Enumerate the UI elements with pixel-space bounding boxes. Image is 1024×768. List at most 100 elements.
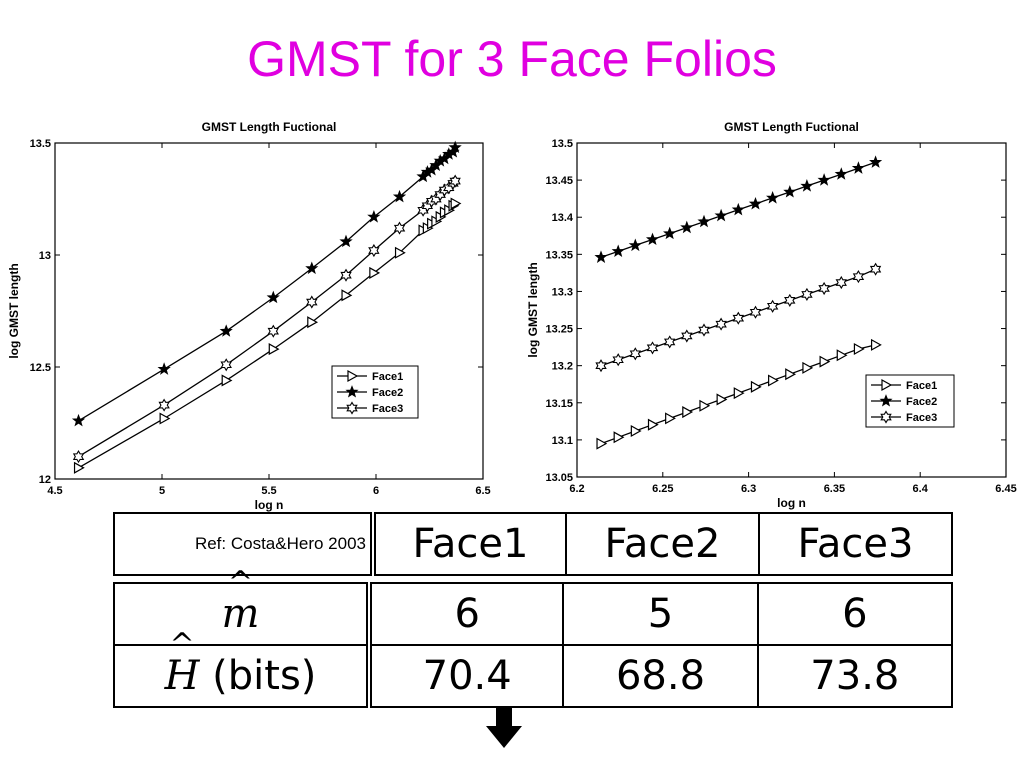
data-point <box>630 424 642 438</box>
legend-marker <box>346 401 358 415</box>
data-point <box>869 155 883 168</box>
y-tick-label: 13.4 <box>552 212 574 224</box>
data-point <box>73 461 85 474</box>
charts-svg: GMST Length Fuctional 4.5 5 5.5 6 6.5 12 12.5 13… <box>7 120 1017 512</box>
y-tick-label: 12.5 <box>30 362 51 374</box>
x-tick-label: 5.5 <box>261 485 276 497</box>
data-point <box>819 355 831 368</box>
legend-marker <box>347 369 359 383</box>
x-tick-label: 6.4 <box>913 483 929 495</box>
data-point <box>800 179 814 192</box>
data-point <box>157 362 171 375</box>
header-face1: Face1 <box>372 512 567 576</box>
plot-frame <box>54 142 484 480</box>
legend: Face1 Face2 Face3 <box>331 365 419 419</box>
data-point <box>71 413 86 427</box>
m-hat-face3: 6 <box>756 582 954 646</box>
data-point <box>802 361 814 374</box>
data-point <box>716 393 728 406</box>
data-point <box>749 305 762 319</box>
data-point <box>306 295 318 309</box>
table-header-row: Ref: Costa&Hero 2003 Face1 Face2 Face3 <box>113 512 953 576</box>
data-point <box>596 437 608 450</box>
data-point <box>697 214 711 228</box>
data-point <box>220 358 232 372</box>
data-point <box>367 209 381 223</box>
data-point <box>834 167 848 180</box>
hat-accent: ^ <box>227 565 254 600</box>
h-hat-symbol: ^ H (bits) <box>113 627 372 708</box>
y-tick-label: 12 <box>39 474 51 486</box>
data-point <box>305 261 319 275</box>
x-tick-label: 6.35 <box>824 483 845 495</box>
results-table: Ref: Costa&Hero 2003 Face1 Face2 Face3 ^… <box>113 512 954 708</box>
m-hat-face1: 6 <box>367 582 565 646</box>
data-point <box>750 380 762 393</box>
data-point <box>835 275 847 290</box>
x-tick-label: 6 <box>373 485 379 497</box>
legend: Face1 Face2 Face3 <box>865 374 955 428</box>
chart-title: GMST Length Fuctional <box>202 120 337 134</box>
x-tick-label: 6.2 <box>569 483 584 495</box>
h-symbol: H <box>164 653 200 699</box>
y-tick-label: 13 <box>39 250 51 262</box>
entropy-table: Ref: Costa&Hero 2003 Face1 Face2 Face3 <box>113 512 953 576</box>
m-hat: ^ m <box>222 565 260 637</box>
data-point <box>851 161 866 174</box>
data-point <box>72 450 85 464</box>
data-point <box>768 374 779 387</box>
legend-label-face3: Face3 <box>906 412 937 424</box>
data-point <box>369 266 381 279</box>
data-point <box>450 197 462 210</box>
y-tick-label: 13.5 <box>30 138 51 150</box>
y-tick-label: 13.45 <box>545 175 573 187</box>
hat-accent: ^ <box>169 627 195 662</box>
legend-label-face1: Face1 <box>906 380 937 392</box>
y-tick-label: 13.05 <box>545 472 573 484</box>
slide-title: GMST for 3 Face Folios <box>247 31 777 87</box>
data-point <box>221 374 233 387</box>
y-tick-label: 13.2 <box>552 361 573 373</box>
x-tick-label: 4.5 <box>47 485 62 497</box>
data-point <box>266 290 280 304</box>
data-point <box>663 335 676 349</box>
data-point <box>595 359 607 373</box>
x-tick-label: 6.5 <box>475 485 490 497</box>
x-tick-label: 6.3 <box>741 483 756 495</box>
legend-marker <box>345 385 359 398</box>
data-point <box>714 208 728 222</box>
data-point <box>783 185 797 198</box>
chart-left: GMST Length Fuctional 4.5 5 5.5 6 6.5 12 12.5 13… <box>7 120 491 512</box>
x-tick-label: 6.45 <box>995 483 1016 495</box>
legend-label-face2: Face2 <box>906 396 937 408</box>
data-point <box>393 221 406 235</box>
header-face3: Face3 <box>758 512 953 576</box>
h-hat-face2: 68.8 <box>562 644 759 708</box>
data-point <box>715 317 727 331</box>
data-point <box>159 412 171 425</box>
data-point <box>817 173 831 186</box>
h-hat-face3: 73.8 <box>756 644 954 708</box>
down-arrow-icon <box>486 708 522 748</box>
bits-unit: (bits) <box>212 653 317 699</box>
data-point <box>801 287 813 301</box>
data-point <box>733 387 745 400</box>
data-point <box>680 220 694 234</box>
data-point <box>340 268 352 282</box>
data-point <box>341 289 353 302</box>
y-tick-label: 13.1 <box>552 435 573 447</box>
x-axis-label: log n <box>255 498 284 512</box>
data-point <box>836 349 848 362</box>
data-point <box>307 316 319 329</box>
data-point <box>612 353 624 367</box>
table-row-h-hat: ^ H (bits) 70.4 68.8 73.8 <box>113 627 954 708</box>
data-point <box>869 262 882 276</box>
y-tick-label: 13.25 <box>545 324 573 336</box>
data-point <box>682 406 694 419</box>
data-point <box>784 293 796 308</box>
legend-label-face2: Face2 <box>372 387 403 399</box>
data-point <box>392 189 407 203</box>
data-point <box>613 431 625 444</box>
data-point <box>731 202 745 216</box>
data-point <box>698 323 710 337</box>
